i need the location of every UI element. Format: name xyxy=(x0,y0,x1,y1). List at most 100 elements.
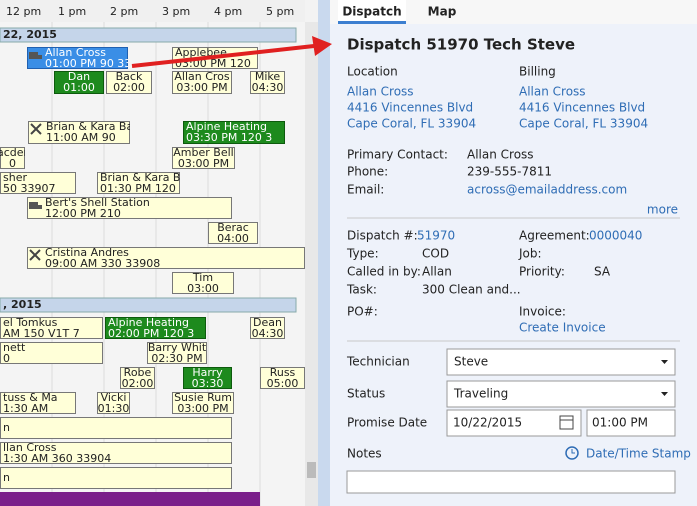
appointment-text: 02:00 xyxy=(113,81,145,94)
link[interactable]: Cape Coral, FL 33904 xyxy=(519,117,648,131)
date-bar xyxy=(0,297,297,313)
appointment-text: Bert's Shell Station xyxy=(45,196,150,209)
appointment-text: llan Cross xyxy=(3,441,57,454)
link[interactable]: 0000040 xyxy=(589,229,642,243)
link[interactable]: Create Invoice xyxy=(519,321,606,335)
detail-panel: Dispatch Map Dispatch 51970 Tech Steve L… xyxy=(330,0,697,506)
appointment-text: 1:30 AM xyxy=(3,402,48,415)
value: 239-555-7811 xyxy=(467,165,552,179)
appointment-text: nett xyxy=(3,341,26,354)
value: Steve xyxy=(454,355,488,369)
label: Notes xyxy=(347,447,382,461)
appointment[interactable]: n xyxy=(0,417,232,439)
label: Technician xyxy=(346,355,410,369)
value: 10/22/2015 xyxy=(453,416,522,430)
link[interactable]: 4416 Vincennes Blvd xyxy=(519,101,645,115)
tab[interactable]: Dispatch xyxy=(342,5,401,19)
time-input[interactable] xyxy=(586,409,676,437)
appointment-text: 01:00 PM 90 33 xyxy=(45,57,131,70)
link[interactable]: Allan Cross xyxy=(347,85,414,99)
link[interactable]: Cape Coral, FL 33904 xyxy=(347,117,476,131)
label: Promise Date xyxy=(347,416,427,430)
appointment-text: Mike xyxy=(255,70,281,83)
date-input[interactable] xyxy=(446,409,582,437)
hour-label: 2 pm xyxy=(110,5,138,18)
appointment[interactable]: tuss & Ma1:30 AM xyxy=(0,391,76,415)
appointment-text: 01:30 PM 120 xyxy=(100,182,176,195)
value: Traveling xyxy=(453,387,508,401)
appointment-text: Cristina Andres xyxy=(45,246,129,259)
appointment[interactable]: n xyxy=(0,467,232,489)
appointment-text: AM 150 V1T 7 xyxy=(3,327,80,340)
tab[interactable]: Map xyxy=(428,5,457,19)
dropdown[interactable] xyxy=(446,348,676,376)
link[interactable]: across@emailaddress.com xyxy=(467,183,627,197)
label: Called in by: xyxy=(347,265,421,279)
schedule: 12 pm 1 pm 2 pm 3 pm 4 pm 5 pm 22, 2015 , 2015 A… xyxy=(0,0,305,506)
link[interactable]: Allan Cross xyxy=(519,85,586,99)
appointment-text: 0 xyxy=(9,157,16,170)
appointment-text: acder xyxy=(0,146,29,159)
label: Job: xyxy=(518,247,542,261)
title: Dispatch 51970 Tech Steve xyxy=(347,36,575,54)
label: Priority: xyxy=(519,265,565,279)
link[interactable]: Date/Time Stamp xyxy=(586,447,691,461)
link[interactable]: more xyxy=(647,203,678,217)
dropdown[interactable] xyxy=(446,380,676,408)
appointment-text: Allan Cross xyxy=(45,46,106,59)
appointment-text: 04:30 xyxy=(252,327,284,340)
label: Type: xyxy=(346,247,379,261)
appointment-text: 03:00 PM xyxy=(177,402,228,415)
label: Primary Contact: xyxy=(347,148,448,162)
link[interactable]: 4416 Vincennes Blvd xyxy=(347,101,473,115)
appointment-text: el Tomkus xyxy=(3,316,58,329)
appointment-text: Brian & Kara Ba xyxy=(46,120,133,133)
appointment-text: 12:00 PM 210 xyxy=(45,207,121,220)
appointment-text: 03:00 PM xyxy=(178,157,229,170)
appointment-text: Vicki xyxy=(101,391,127,404)
appointment-text: n xyxy=(3,471,10,484)
appointment-text: 0 xyxy=(3,352,10,365)
appointment-text: Amber Bell xyxy=(173,146,233,159)
label: Location xyxy=(347,65,398,79)
appointment-text: tuss & Ma xyxy=(3,391,58,404)
link[interactable]: 51970 xyxy=(417,229,455,243)
appointment-text: Robe xyxy=(124,366,152,379)
value: 300 Clean and... xyxy=(422,283,521,297)
appointment-text: sher xyxy=(3,171,27,184)
appointment-text: 05:00 xyxy=(267,377,299,390)
appointment-text: n xyxy=(3,421,10,434)
hour-label: 5 pm xyxy=(266,5,294,18)
appointment-text: Russ xyxy=(270,366,296,379)
notes-input[interactable] xyxy=(346,470,676,494)
appointment-text: 09:00 AM 330 33908 xyxy=(45,257,160,270)
value: COD xyxy=(422,247,449,261)
